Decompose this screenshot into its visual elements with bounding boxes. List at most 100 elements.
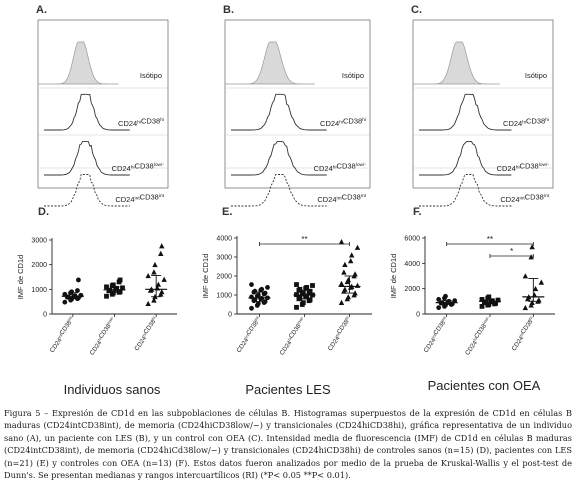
population-histogram	[419, 140, 512, 176]
panel-letter: C.	[411, 4, 422, 16]
data-point	[114, 285, 120, 291]
data-point	[252, 297, 258, 303]
y-tick-label: 2000	[216, 274, 232, 281]
data-point	[307, 297, 313, 303]
panel-letter: F.	[413, 206, 422, 218]
data-point	[300, 290, 306, 296]
significance-label: *	[510, 247, 513, 256]
data-point	[436, 297, 442, 302]
data-point	[352, 271, 358, 277]
y-tick-label: 4000	[216, 236, 232, 243]
histogram-frame	[37, 19, 169, 189]
data-point	[522, 273, 529, 279]
data-point	[349, 252, 355, 258]
group-title: Pacientes LES	[245, 382, 331, 397]
x-tick-label: CD24intCD38int	[420, 314, 452, 354]
data-point	[483, 299, 488, 305]
data-point	[528, 254, 534, 260]
population-label: CD24hiCD38hi	[118, 116, 164, 128]
isotype-histogram	[225, 41, 315, 85]
data-point	[117, 289, 123, 295]
data-point	[486, 302, 492, 307]
data-point	[443, 293, 448, 299]
data-point	[495, 297, 501, 303]
population-histogram	[231, 93, 327, 131]
dot-plot-panels: D. 0 1000 2000 3000 IMF de CD1d CD24intCD38int…	[16, 206, 555, 397]
group-title: Individuos sanos	[64, 382, 161, 397]
data-point	[345, 294, 351, 300]
isotype-histogram	[413, 41, 500, 85]
histogram-frame	[412, 19, 554, 189]
data-point	[348, 258, 354, 264]
histogram-panels: A. Isótipo CD24hiCD38hi CD24hiCD38low/- CD24…	[36, 4, 554, 207]
data-point	[297, 295, 303, 301]
data-point	[104, 293, 109, 299]
data-point	[255, 292, 261, 298]
data-point	[62, 291, 68, 297]
significance-label: **	[487, 235, 493, 244]
population-label: CD24intCD38int	[500, 192, 549, 204]
population-histogram	[231, 140, 327, 176]
data-point	[436, 305, 442, 311]
y-tick-label: 6000	[404, 236, 420, 243]
histogram-panel: B. Isótipo CD24hiCD38hi CD24hiCD38low/- CD24…	[223, 4, 371, 207]
data-point	[354, 244, 361, 250]
x-tick-label: CD24hiCD38low/-	[276, 315, 310, 357]
data-point	[354, 282, 361, 288]
population-histogram	[419, 174, 512, 207]
x-tick-label: CD24hiCD38low/-	[86, 315, 120, 357]
data-point	[151, 297, 157, 303]
data-point	[110, 290, 116, 296]
y-tick-label: 0	[43, 312, 47, 319]
y-tick-label: 0	[228, 312, 232, 319]
data-point	[352, 290, 358, 296]
data-point	[538, 279, 545, 285]
data-point	[69, 289, 75, 295]
histogram-panel: C. Isótipo CD24hiCD38hi CD24hiCD38low/- CD24…	[411, 4, 554, 207]
population-histogram	[419, 93, 512, 131]
data-point	[249, 294, 254, 300]
population-label: CD24hiCD38hi	[320, 116, 366, 128]
data-point	[159, 243, 165, 249]
data-point	[151, 269, 157, 275]
data-point	[158, 250, 164, 256]
population-histogram	[44, 174, 130, 207]
data-point	[252, 288, 258, 294]
data-point	[145, 300, 151, 307]
y-tick-label: 2000	[31, 262, 47, 269]
isotype-label: Isótipo	[525, 71, 547, 80]
data-point	[493, 300, 498, 306]
data-point	[338, 239, 345, 245]
population-label: CD24hiCD38hi	[503, 116, 549, 128]
data-point	[259, 286, 265, 292]
figure-caption: Figura 5 – Expresión de CD1d en las subp…	[4, 408, 572, 481]
group-title: Pacientes con OEA	[428, 378, 541, 393]
data-point	[145, 272, 151, 279]
data-point	[110, 282, 116, 288]
population-label: CD24intCD38int	[115, 192, 164, 204]
data-point	[155, 281, 162, 287]
population-histogram	[231, 174, 327, 207]
data-point	[452, 298, 458, 304]
y-tick-label: 4000	[404, 261, 420, 268]
dot-plot-panel: E. 0 1000 2000 3000 4000 IMF de CD1d CD24intCD3…	[201, 206, 372, 397]
data-point	[338, 299, 345, 305]
x-tick-label: CD24hiCD38hi	[508, 315, 538, 352]
y-tick-label: 0	[416, 312, 420, 319]
isotype-histogram	[38, 41, 119, 85]
data-point	[310, 283, 315, 288]
data-point	[304, 285, 310, 290]
data-point	[338, 280, 345, 286]
data-point	[304, 293, 310, 299]
x-tick-label: CD24hiCD38low/-	[461, 315, 495, 357]
data-point	[152, 261, 158, 268]
population-label: CD24hiCD38low/-	[112, 161, 165, 173]
data-point	[342, 261, 348, 267]
data-point	[249, 305, 254, 311]
data-point	[76, 277, 81, 283]
panel-letter: A.	[36, 4, 47, 16]
data-point	[159, 289, 165, 295]
y-axis-label: IMF de CD1d	[389, 254, 398, 299]
data-point	[62, 299, 68, 305]
